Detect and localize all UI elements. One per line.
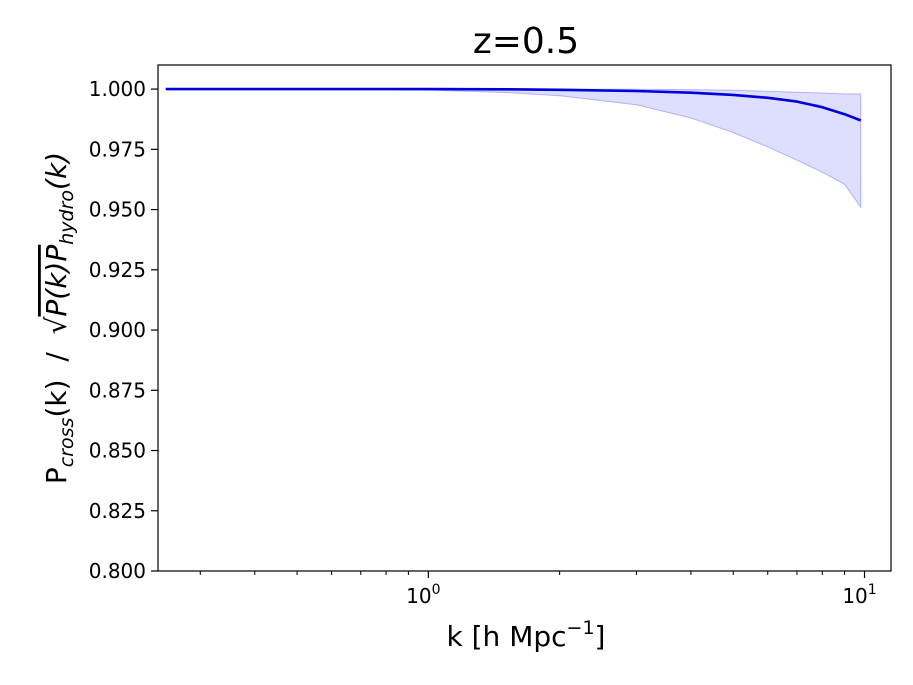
x-axis-label-close: ]: [595, 620, 606, 653]
plot-frame: [157, 64, 892, 572]
y-axis-label-p: P: [40, 467, 73, 484]
y-axis-label: Pcross(k) / √P(k)Phydro(k): [40, 152, 78, 484]
uncertainty-band: [165, 88, 862, 209]
series-line: [165, 87, 862, 122]
y-axis-label-sub-hydro: hydro: [56, 190, 78, 245]
y-axis-label-inner2: (k): [40, 152, 73, 190]
y-tick-label: 0.825: [89, 499, 146, 523]
y-axis-label-sqrt: √: [40, 316, 73, 334]
y-tick-label: 0.900: [89, 318, 146, 342]
x-axis-label-main: k [h Mpc: [447, 620, 567, 653]
y-tick-label: 0.950: [89, 198, 146, 222]
chart-title: z=0.5: [473, 21, 579, 62]
y-axis-label-inner1: P(k)P: [40, 245, 73, 317]
y-tick-label: 0.925: [89, 258, 146, 282]
y-axis-label-sub-cross: cross: [56, 417, 78, 467]
y-tick-label: 0.850: [89, 439, 146, 463]
plot-area: [165, 87, 862, 209]
y-tick-label: 0.800: [89, 559, 146, 583]
x-axis-label-exponent: −1: [567, 617, 595, 639]
y-axis: 0.800 0.825 0.850 0.875 0.900 0.925 0.950 0.975…: [89, 77, 158, 583]
x-tick-label: 101: [842, 582, 876, 608]
x-axis: 100 101: [199, 571, 877, 608]
y-tick-label: 1.000: [89, 77, 146, 101]
x-tick-label: 100: [406, 582, 440, 608]
y-axis-label-mid: (k) /: [40, 334, 73, 417]
y-tick-label: 0.875: [89, 378, 146, 402]
y-tick-label: 0.975: [89, 137, 146, 161]
x-axis-label: k [h Mpc−1]: [447, 617, 606, 653]
